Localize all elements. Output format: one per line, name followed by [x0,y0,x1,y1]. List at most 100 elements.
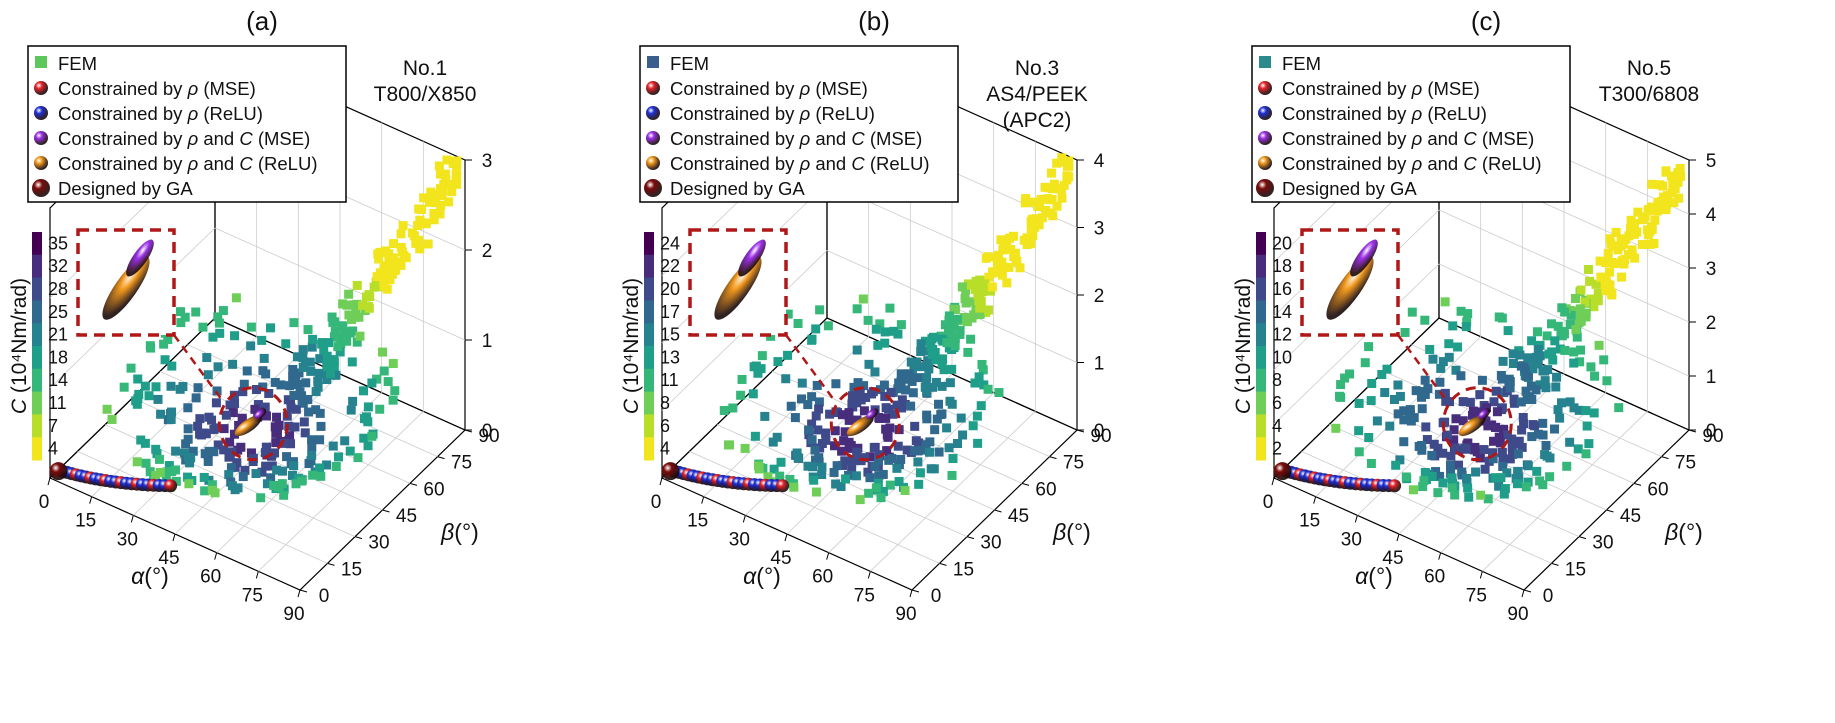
fem-cube [821,435,831,445]
fem-cube [1400,327,1410,337]
fem-cube [1605,234,1615,244]
fem-cube [1488,454,1498,464]
fem-cube [1491,386,1501,396]
fem-cube [871,324,881,334]
fem-cube [285,431,295,441]
fem-cube [375,404,385,414]
fem-cube [1448,321,1458,331]
fem-cube [1499,489,1509,499]
fem-cube [811,411,821,421]
fem-cube [1382,364,1392,374]
fem-cube [270,422,280,432]
alpha-tick-label: 30 [117,529,138,550]
fem-cube [316,421,326,431]
fem-cube [141,458,151,468]
fem-cube [1057,153,1067,163]
fem-cube [719,405,729,415]
colorbar-tick-label: 18 [48,347,68,367]
fem-cube [389,239,399,249]
fem-cube [1545,472,1555,482]
fem-cube [155,467,165,477]
fem-cube [1540,366,1550,376]
fem-cube [1427,471,1437,481]
fem-cube [322,354,332,364]
fem-cube [328,317,338,327]
grid-line [1411,344,1662,458]
fem-cube [821,428,831,438]
fem-cube [937,409,947,419]
fem-cube [1002,278,1012,288]
fem-cube [1521,386,1531,396]
fem-cube [911,436,921,446]
colorbar-tick-label: 13 [660,347,680,367]
fem-cube [1521,371,1531,381]
fem-cube [852,415,862,425]
fem-cube [929,332,939,342]
fem-cube [1418,482,1428,492]
fem-cube [998,245,1008,255]
fem-cube [371,277,381,287]
fem-cube [193,383,203,393]
fem-cube [1401,472,1411,482]
legend-marker-fem [647,56,659,68]
fem-cube [1527,336,1537,346]
colorbar-tick-label: 18 [1272,256,1292,276]
fem-cube [288,372,298,382]
colorbar-segment [32,346,42,370]
fem-cube [221,410,231,420]
fem-cube [1603,248,1613,258]
fem-cube [815,305,825,315]
fem-cube [1502,430,1512,440]
fem-cube [790,413,800,423]
fem-cube [385,275,395,285]
fem-cube [1464,492,1474,502]
fem-cube [1411,386,1421,396]
fem-cube [364,303,374,313]
fem-cube [1593,289,1603,299]
fem-cube [1606,288,1616,298]
fem-cube [136,435,146,445]
fem-cube [908,388,918,398]
fem-cube [1668,171,1678,181]
z-tick-label: 1 [482,331,493,352]
fem-cube [184,479,194,489]
fem-cube [783,350,793,360]
colorbar-tick-label: 28 [48,279,68,299]
alpha-tick-label: 60 [200,567,221,588]
fem-cube [441,175,451,185]
panel-label: (a) [246,6,278,36]
fem-cube [1414,441,1424,451]
fem-cube [930,425,940,435]
fem-cube [419,193,429,203]
fem-cube [1488,448,1498,458]
panel-3: (c)0123450153045607590α(°)0153045607590β… [1232,6,1724,625]
legend-marker-fem [1259,56,1271,68]
fem-cube [1550,424,1560,434]
fem-cube [896,369,906,379]
fem-cube [1480,464,1490,474]
optimum-orange-blob [234,415,262,437]
fem-cube [953,438,963,448]
colorbar-tick-label: 20 [660,279,680,299]
fem-cube [881,413,891,423]
fem-cube [975,309,985,319]
fem-cube [971,276,981,286]
fem-cube [1336,392,1346,402]
fem-cube [984,272,994,282]
optimum-orange-blob [846,415,874,437]
optimum-purple-blob [254,408,267,420]
fem-cube [167,466,177,476]
fem-cube [1438,448,1448,458]
fem-cube [797,394,807,404]
fem-cube [1528,364,1538,374]
fem-cube [793,453,803,463]
fem-cube [937,334,947,344]
fem-cube [144,391,154,401]
fem-cube [970,284,980,294]
fem-cube [977,359,987,369]
fem-cube [230,399,240,409]
fem-cube [724,440,734,450]
material-name: T300/6808 [1599,83,1699,106]
fem-cube [1421,422,1431,432]
fem-cube [1056,184,1066,194]
